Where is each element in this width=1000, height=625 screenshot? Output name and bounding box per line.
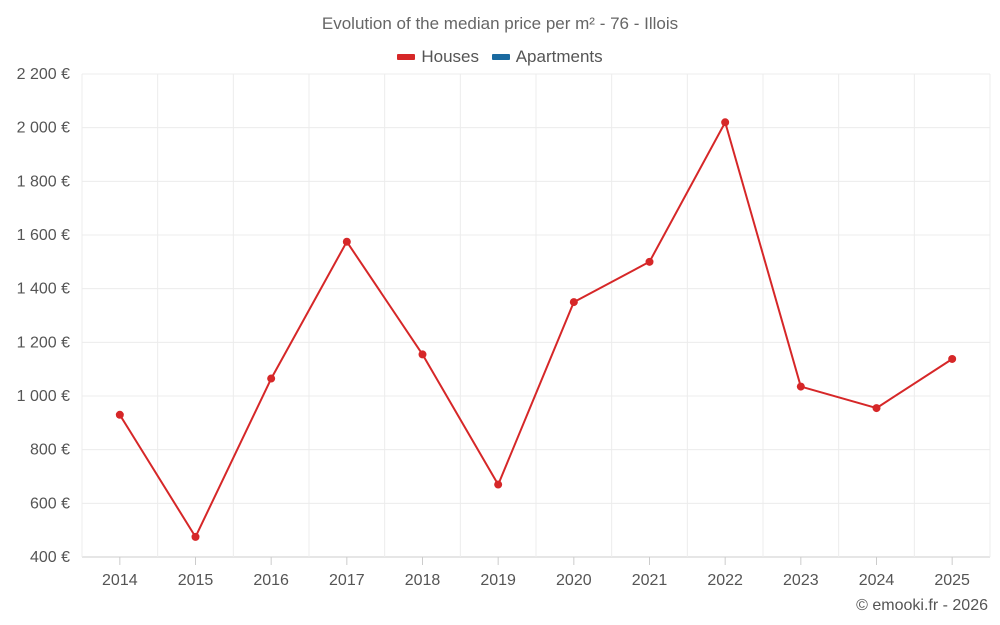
data-point[interactable] (721, 118, 730, 127)
x-tick-label: 2019 (480, 572, 516, 589)
legend-swatch-apartments (491, 54, 510, 60)
x-tick-label: 2018 (405, 572, 441, 589)
y-tick-label: 1 000 € (17, 388, 70, 405)
legend-label-apartments: Apartments (515, 47, 603, 66)
y-tick-label: 1 200 € (17, 334, 70, 351)
legend-item-apartments[interactable]: Apartments (491, 47, 603, 67)
data-point[interactable] (569, 298, 578, 307)
y-tick-label: 400 € (30, 549, 70, 566)
y-tick-label: 2 000 € (17, 120, 70, 137)
x-tick-label: 2017 (329, 572, 365, 589)
data-point[interactable] (796, 382, 805, 391)
y-tick-label: 800 € (30, 442, 70, 459)
legend: Houses Apartments (0, 45, 1000, 67)
x-tick-label: 2016 (253, 572, 289, 589)
x-tick-label: 2021 (632, 572, 668, 589)
y-tick-label: 2 200 € (17, 66, 70, 83)
data-point[interactable] (948, 354, 957, 363)
legend-swatch-houses (397, 54, 416, 60)
data-point[interactable] (872, 404, 881, 413)
legend-item-houses[interactable]: Houses (397, 47, 479, 67)
data-point[interactable] (494, 480, 503, 489)
data-point[interactable] (267, 374, 276, 383)
data-point[interactable] (115, 410, 124, 419)
data-point[interactable] (418, 350, 427, 359)
y-tick-label: 1 400 € (17, 281, 70, 298)
x-tick-label: 2015 (178, 572, 214, 589)
x-tick-label: 2022 (707, 572, 743, 589)
y-tick-label: 1 600 € (17, 227, 70, 244)
chart-title: Evolution of the median price per m² - 7… (321, 14, 679, 33)
y-tick-label: 1 800 € (17, 173, 70, 190)
x-tick-label: 2025 (934, 572, 970, 589)
x-tick-label: 2024 (859, 572, 895, 589)
x-tick-label: 2020 (556, 572, 592, 589)
series-line-houses (118, 121, 953, 538)
x-tick-label: 2014 (102, 572, 138, 589)
x-tick-label: 2023 (783, 572, 819, 589)
credit-text: © emooki.fr - 2026 (856, 597, 988, 614)
data-point[interactable] (342, 237, 351, 246)
legend-label-houses: Houses (421, 47, 479, 66)
data-point[interactable] (191, 532, 200, 541)
y-tick-label: 600 € (30, 495, 70, 512)
data-point[interactable] (645, 257, 654, 266)
